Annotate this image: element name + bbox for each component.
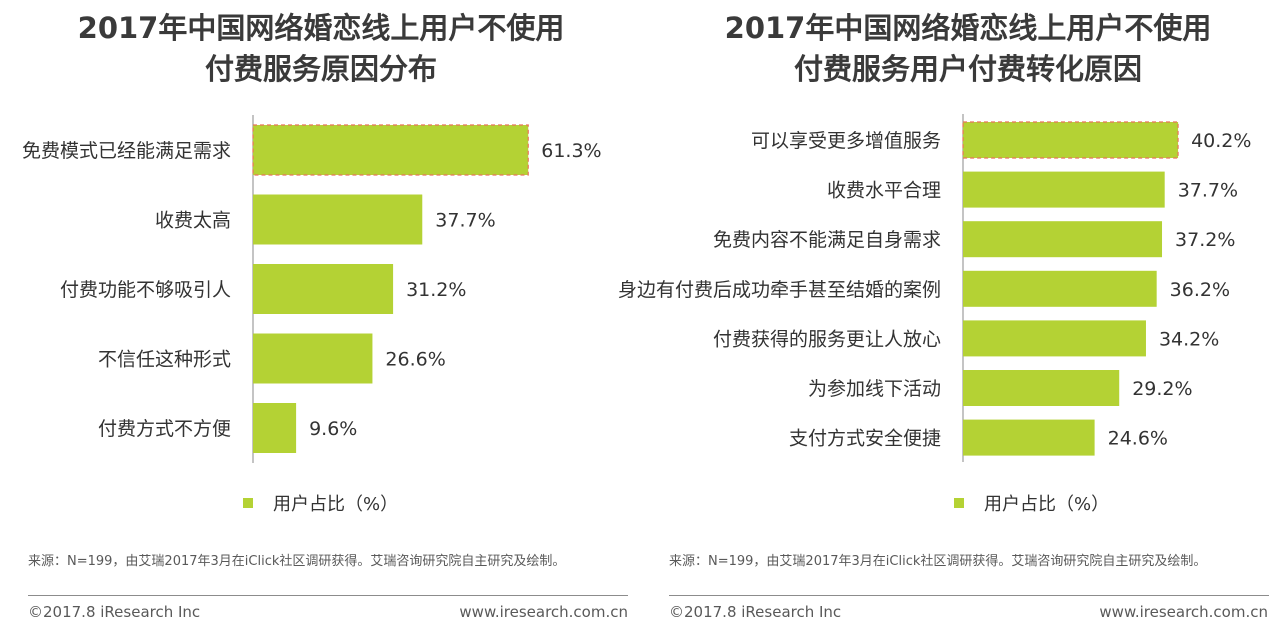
- right-bar-5: [963, 320, 1146, 357]
- right-chart-title: 2017年中国网络婚恋线上用户不使用 付费服务用户付费转化原因: [652, 8, 1284, 90]
- right-category-label-2: 收费水平合理: [827, 180, 941, 202]
- right-bar-4: [963, 270, 1157, 307]
- right-title-line1: 2017年中国网络婚恋线上用户不使用: [724, 11, 1212, 45]
- right-footer-divider: [669, 595, 1269, 596]
- left-legend-swatch: [243, 498, 253, 508]
- right-category-label-6: 为参加线下活动: [808, 378, 941, 400]
- left-legend: 用户占比（%）: [243, 490, 398, 516]
- right-category-label-1: 可以享受更多增值服务: [751, 130, 941, 152]
- right-title-line2: 付费服务用户付费转化原因: [793, 52, 1142, 86]
- left-bar-4: [253, 333, 373, 384]
- right-bar-chart: 可以享受更多增值服务 40.2% 收费水平合理 37.7% 免费内容不能满足自身需求 37…: [618, 114, 1251, 462]
- left-value-label-1: 61.3%: [541, 140, 601, 162]
- left-category-label-1: 免费模式已经能满足需求: [22, 140, 231, 162]
- right-bar-2: [963, 171, 1165, 208]
- left-value-label-3: 31.2%: [406, 279, 466, 301]
- right-bar-7: [963, 419, 1095, 456]
- right-legend-label: 用户占比（%）: [984, 494, 1110, 515]
- right-value-label-1: 40.2%: [1191, 130, 1251, 152]
- right-category-label-3: 免费内容不能满足自身需求: [713, 229, 941, 251]
- left-category-label-4: 不信任这种形式: [98, 349, 231, 371]
- left-value-label-4: 26.6%: [385, 349, 445, 371]
- right-value-label-5: 34.2%: [1159, 328, 1219, 350]
- left-bar-2: [253, 194, 423, 245]
- left-chart-panel: 2017年中国网络婚恋线上用户不使用 付费服务原因分布 免费模式已经能满足需求 6…: [0, 8, 642, 621]
- left-title-line2: 付费服务原因分布: [204, 52, 437, 86]
- left-website-link[interactable]: www.iresearch.com.cn: [459, 603, 628, 621]
- right-value-label-4: 36.2%: [1170, 279, 1230, 301]
- left-category-label-2: 收费太高: [155, 210, 231, 232]
- right-value-label-3: 37.2%: [1175, 229, 1235, 251]
- right-website-link[interactable]: www.iresearch.com.cn: [1099, 603, 1268, 621]
- left-category-label-3: 付费功能不够吸引人: [60, 279, 231, 301]
- left-copyright: ©2017.8 iResearch Inc: [28, 603, 201, 621]
- left-legend-label: 用户占比（%）: [273, 494, 399, 515]
- right-bar-3: [963, 221, 1163, 258]
- left-value-label-2: 37.7%: [435, 210, 495, 232]
- right-value-label-7: 24.6%: [1108, 428, 1168, 450]
- right-category-label-4: 身边有付费后成功牵手甚至结婚的案例: [618, 279, 941, 301]
- right-value-label-2: 37.7%: [1178, 180, 1238, 202]
- left-chart-title: 2017年中国网络婚恋线上用户不使用 付费服务原因分布: [0, 8, 642, 90]
- left-footer-divider: [28, 595, 628, 596]
- right-category-label-5: 付费获得的服务更让人放心: [713, 328, 941, 350]
- right-copyright: ©2017.8 iResearch Inc: [669, 603, 842, 621]
- left-source-note: 来源：N=199，由艾瑞2017年3月在iClick社区调研获得。艾瑞咨询研究院…: [28, 554, 566, 569]
- right-source-note: 来源：N=199，由艾瑞2017年3月在iClick社区调研获得。艾瑞咨询研究院…: [669, 554, 1207, 569]
- left-value-label-5: 9.6%: [309, 418, 357, 440]
- left-bar-1: [252, 124, 529, 176]
- right-legend-swatch: [954, 498, 964, 508]
- left-bar-3: [253, 264, 394, 314]
- right-bar-6: [963, 370, 1120, 406]
- right-chart-panel: 2017年中国网络婚恋线上用户不使用 付费服务用户付费转化原因 可以享受更多增值…: [618, 0, 1284, 630]
- right-category-label-7: 支付方式安全便捷: [789, 428, 941, 450]
- left-category-label-5: 付费方式不方便: [98, 418, 231, 440]
- left-title-line1: 2017年中国网络婚恋线上用户不使用: [77, 11, 565, 45]
- left-bar-5: [253, 403, 297, 453]
- right-bar-1: [962, 121, 1179, 159]
- right-legend: 用户占比（%）: [954, 490, 1109, 516]
- left-bar-chart: 免费模式已经能满足需求 61.3% 收费太高 37.7% 付费功能不够吸引人 31.2% 不…: [22, 115, 602, 463]
- right-value-label-6: 29.2%: [1132, 378, 1192, 400]
